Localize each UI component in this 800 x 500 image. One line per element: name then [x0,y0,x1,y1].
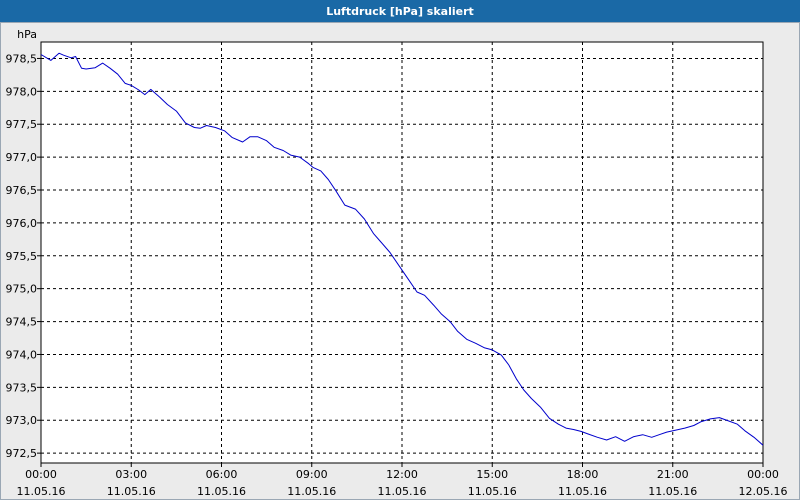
x-tick-time-label: 09:00 [296,468,328,481]
x-tick-date-label: 11.05.16 [107,485,156,498]
y-tick-label: 977,0 [6,151,38,164]
x-tick-date-label: 11.05.16 [197,485,246,498]
x-tick-date-label: 11.05.16 [17,485,66,498]
y-tick-label: 978,5 [6,52,38,65]
y-tick-label: 978,0 [6,85,38,98]
x-tick-date-label: 11.05.16 [287,485,336,498]
y-tick-label: 974,0 [6,348,38,361]
series-layer [40,52,764,446]
x-tick-date-label: 11.05.16 [378,485,427,498]
series-line-luftdruck [40,52,764,446]
x-tick-date-label: 12.05.16 [739,485,788,498]
y-tick-label: 975,0 [6,283,38,296]
x-tick-date-label: 11.05.16 [468,485,517,498]
x-tick-time-label: 06:00 [206,468,238,481]
y-tick-label: 974,5 [6,316,38,329]
y-tick-label: 977,5 [6,118,38,131]
x-tick-time-label: 12:00 [386,468,418,481]
y-tick-label: 975,5 [6,250,38,263]
x-tick-time-label: 15:00 [476,468,508,481]
x-axis-ticks: 00:00 11.05.16 03:00 11.05.16 06:00 11.05.16 0… [17,463,788,498]
chart-frame: 978,5 978,0 977,5 977,0 976,5 976,0 975,5 975,0… [0,22,800,500]
x-tick-time-label: 00:00 [747,468,779,481]
y-tick-label: 976,0 [6,217,38,230]
x-tick-time-label: 18:00 [567,468,599,481]
chart-title: Luftdruck [hPa] skaliert [326,4,474,18]
window-title-bar: Luftdruck [hPa] skaliert [0,0,800,22]
grid-layer [41,42,763,463]
y-axis-unit-label: hPa [17,28,37,41]
x-tick-date-label: 11.05.16 [558,485,607,498]
y-tick-label: 976,5 [6,184,38,197]
x-tick-time-label: 03:00 [115,468,147,481]
y-axis-ticks: 978,5 978,0 977,5 977,0 976,5 976,0 975,5 975,0… [6,52,41,460]
x-tick-date-label: 11.05.16 [648,485,697,498]
y-tick-label: 972,5 [6,447,38,460]
x-tick-time-label: 21:00 [657,468,689,481]
y-tick-label: 973,0 [6,414,38,427]
x-tick-time-label: 00:00 [25,468,57,481]
chart-canvas: 978,5 978,0 977,5 977,0 976,5 976,0 975,5 975,0… [6,28,788,498]
y-tick-label: 973,5 [6,381,38,394]
